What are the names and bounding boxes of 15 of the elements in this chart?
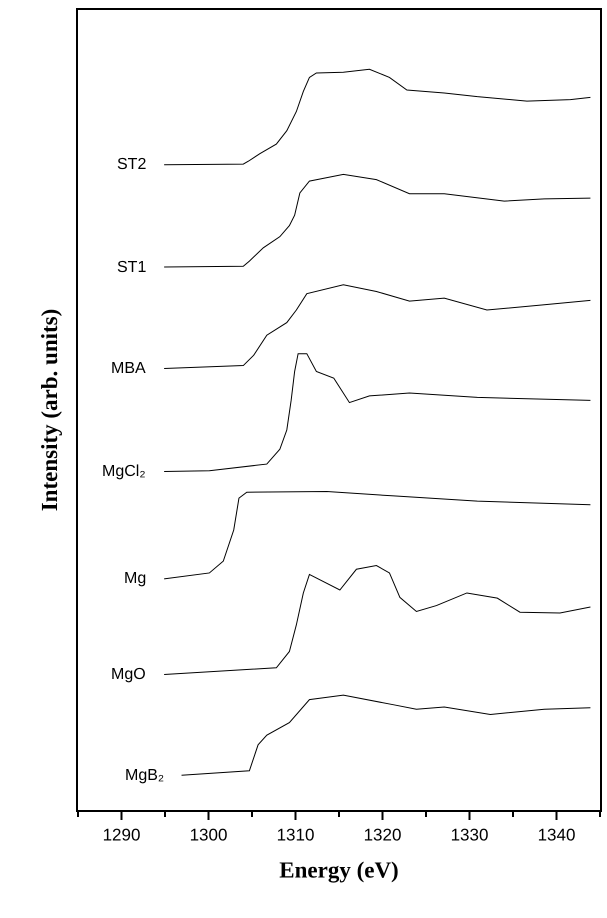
- series-label: ST2: [117, 156, 146, 173]
- series-label: Mg: [124, 570, 146, 587]
- series-label: MgO: [111, 666, 146, 683]
- series-label: MgCl₂: [102, 463, 146, 480]
- series-label: ST1: [117, 259, 146, 276]
- x-tick-label: 1340: [538, 825, 576, 844]
- x-tick-label: 1290: [102, 825, 140, 844]
- x-tick-label: 1320: [364, 825, 402, 844]
- series-label: MBA: [111, 360, 146, 377]
- series-label: MgB₂: [125, 767, 164, 784]
- x-tick-label: 1330: [450, 825, 488, 844]
- x-axis-title: Energy (eV): [279, 858, 399, 884]
- x-tick-label: 1310: [276, 825, 314, 844]
- y-axis-title: Intensity (arb. units): [36, 308, 62, 512]
- x-tick-label: 1300: [190, 825, 228, 844]
